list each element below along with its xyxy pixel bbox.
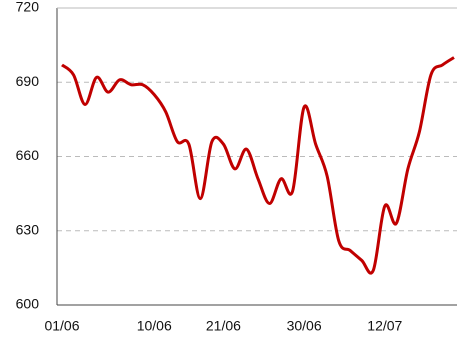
- x-tick-label: 30/06: [287, 318, 322, 334]
- x-tick-label: 12/07: [367, 318, 402, 334]
- x-tick-label: 21/06: [206, 318, 241, 334]
- x-tick-label: 10/06: [137, 318, 172, 334]
- y-tick-label: 690: [16, 73, 40, 89]
- y-tick-label: 600: [16, 296, 40, 312]
- y-tick-label: 660: [16, 147, 40, 163]
- x-tick-label: 01/06: [44, 318, 79, 334]
- y-tick-label: 630: [16, 221, 40, 237]
- y-tick-label: 720: [16, 0, 40, 15]
- line-series: [61, 56, 455, 275]
